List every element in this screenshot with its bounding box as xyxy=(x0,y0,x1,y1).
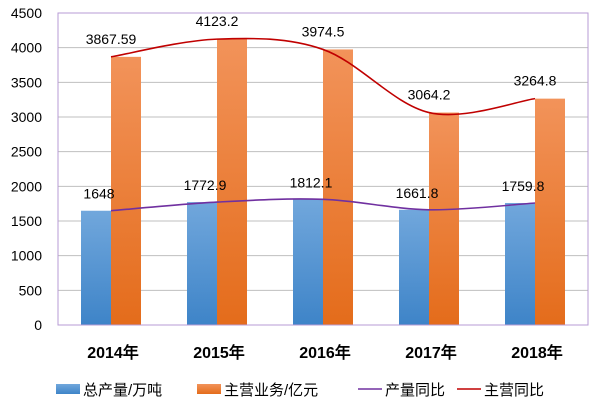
y-tick-label: 0 xyxy=(34,317,42,333)
legend-label: 产量同比 xyxy=(385,382,445,399)
x-tick-label: 2016年 xyxy=(299,343,351,362)
x-tick-label: 2015年 xyxy=(193,343,245,362)
legend-label: 主营业务/亿元 xyxy=(224,382,318,399)
legend-item: 主营同比 xyxy=(457,382,544,399)
data-label: 1759.8 xyxy=(502,178,545,194)
lines xyxy=(110,37,536,212)
bars xyxy=(81,39,565,326)
x-tick-label: 2017年 xyxy=(405,343,457,362)
data-label: 3064.2 xyxy=(408,87,451,103)
data-label: 1812.1 xyxy=(290,174,333,190)
y-tick-label: 1500 xyxy=(11,213,42,229)
legend-swatch-icon xyxy=(56,384,80,394)
x-tick-label: 2018年 xyxy=(511,343,563,362)
data-labels: 1648 1772.9 1812.1 1661.8 1759.8 3867.59 4123.… xyxy=(83,13,556,202)
bar-production xyxy=(399,209,429,325)
bar-production xyxy=(293,199,323,325)
y-tick-label: 2000 xyxy=(11,178,42,194)
y-tick-label: 4500 xyxy=(11,5,42,21)
y-tick-label: 2500 xyxy=(11,144,42,160)
data-label: 1772.9 xyxy=(184,177,227,193)
bar-revenue xyxy=(535,98,565,325)
bar-revenue xyxy=(111,56,141,325)
data-label: 3867.59 xyxy=(86,31,137,47)
y-tick-label: 3500 xyxy=(11,74,42,90)
data-label: 3974.5 xyxy=(302,23,345,39)
bar-revenue xyxy=(429,112,459,325)
bar-production xyxy=(505,202,535,325)
y-axis: 0 500 1000 1500 2000 2500 3000 3500 4000 4500 xyxy=(11,5,42,333)
bar-revenue xyxy=(323,49,353,326)
data-label: 4123.2 xyxy=(196,13,239,29)
legend-item: 产量同比 xyxy=(358,382,445,399)
data-label: 1648 xyxy=(83,186,114,202)
legend-item: 主营业务/亿元 xyxy=(197,382,318,399)
bar-production xyxy=(187,202,217,325)
y-tick-label: 1000 xyxy=(11,248,42,264)
bar-revenue xyxy=(217,39,247,325)
legend-label: 主营同比 xyxy=(484,382,544,399)
x-axis: 2014年 2015年 2016年 2017年 2018年 xyxy=(87,343,563,362)
x-tick-label: 2014年 xyxy=(87,343,139,362)
line-production-yoy xyxy=(110,198,536,212)
y-tick-label: 500 xyxy=(19,282,43,298)
y-tick-label: 3000 xyxy=(11,109,42,125)
y-tick-label: 4000 xyxy=(11,40,42,56)
legend-swatch-icon xyxy=(197,384,221,394)
legend-item: 总产量/万吨 xyxy=(56,382,162,399)
plot-area-border xyxy=(57,12,589,326)
legend: 总产量/万吨 主营业务/亿元 产量同比 主营同比 xyxy=(56,382,544,399)
bar-production xyxy=(81,210,111,325)
data-label: 3264.8 xyxy=(514,73,557,89)
legend-label: 总产量/万吨 xyxy=(83,382,162,399)
line-revenue-yoy xyxy=(110,37,536,116)
data-label: 1661.8 xyxy=(396,185,439,201)
